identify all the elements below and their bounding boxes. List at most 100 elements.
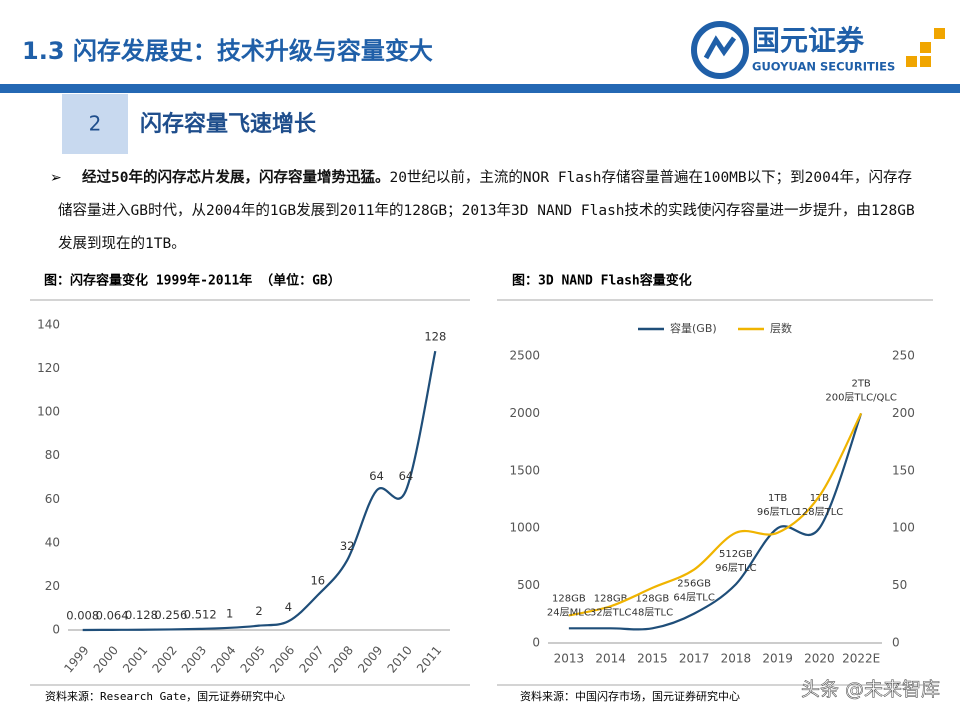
chart-source: 资料来源：Research Gate，国元证券研究中心: [45, 689, 285, 703]
x-tick-label: 2013: [554, 652, 585, 666]
y-tick-label: 60: [45, 492, 60, 506]
data-line: [568, 413, 863, 631]
header-bar: [0, 84, 960, 93]
y2-tick-label: 0: [892, 636, 900, 650]
y-tick-label: 20: [45, 579, 60, 593]
data-label: 0.128: [125, 608, 158, 622]
x-tick-label: 2007: [296, 643, 326, 675]
logo-ring: [691, 21, 749, 79]
y-tick-label: 120: [37, 361, 60, 375]
x-tick-label: 2004: [208, 643, 238, 675]
y-tick-label: 80: [45, 448, 60, 462]
section-title: 闪存容量飞速增长: [140, 111, 317, 137]
data-label: 128GB: [552, 593, 586, 604]
data-line: [568, 412, 863, 617]
data-label: 128层TLC: [796, 506, 844, 518]
y-tick-label: 500: [517, 578, 540, 592]
y2-tick-label: 200: [892, 406, 915, 420]
section-number: 2: [89, 112, 102, 136]
y-tick-label: 1500: [509, 463, 540, 477]
data-label: 0.064: [96, 608, 129, 622]
data-label: 48层TLC: [632, 606, 673, 618]
x-tick-label: 2015: [637, 652, 668, 666]
data-label: 64: [399, 469, 414, 483]
chart-title: 图：3D NAND Flash容量变化: [512, 273, 692, 289]
y-tick-label: 40: [45, 535, 60, 549]
y2-tick-label: 50: [892, 578, 907, 592]
y-tick-label: 2500: [509, 349, 540, 363]
logo-square: [906, 56, 917, 67]
x-tick-label: 2009: [355, 643, 385, 675]
data-label: 128GB: [636, 593, 670, 604]
data-label: 32层TLC: [590, 606, 631, 618]
x-tick-label: 2000: [91, 643, 121, 675]
logo: 国元证券 GUOYUAN SECURITIES: [691, 21, 945, 79]
x-tick-label: 2001: [120, 643, 150, 675]
data-label: 96层TLC: [715, 562, 756, 574]
bullet-arrow: ➢: [50, 170, 62, 186]
x-tick-label: 2008: [326, 643, 356, 675]
y2-tick-label: 100: [892, 521, 915, 535]
logo-cn: 国元证券: [752, 24, 865, 57]
chart-source: 资料来源：中国闪存市场，国元证券研究中心: [520, 689, 740, 703]
logo-square: [934, 28, 945, 39]
header-title: 1.3 闪存发展史：技术升级与容量变大: [22, 37, 433, 65]
logo-square: [920, 42, 931, 53]
x-tick-label: 2022E: [842, 652, 880, 666]
x-tick-label: 2002: [149, 643, 179, 675]
data-label: 256GB: [677, 579, 711, 590]
y-tick-label: 140: [37, 318, 60, 332]
data-line: [82, 350, 437, 632]
y-tick-label: 2000: [509, 406, 540, 420]
data-label: 24层MLC: [547, 606, 591, 618]
data-label: 16: [310, 574, 325, 588]
bullet-bold: 经过50年的闪存芯片发展，闪存容量增势迅猛。: [82, 170, 390, 186]
data-label: 128GB: [594, 593, 628, 604]
data-label: 32: [340, 539, 355, 553]
x-tick-label: 2005: [238, 643, 268, 675]
y-tick-label: 0: [532, 636, 540, 650]
legend-label: 层数: [770, 322, 792, 335]
data-label: 0.008: [66, 608, 99, 622]
data-label: 0.512: [184, 607, 217, 621]
x-tick-label: 2018: [721, 652, 752, 666]
x-tick-label: 2020: [804, 652, 835, 666]
data-label: 4: [285, 600, 292, 614]
x-tick-label: 2014: [595, 652, 626, 666]
x-tick-label: 2006: [267, 643, 297, 675]
bullet-text: 经过50年的闪存芯片发展，闪存容量增势迅猛。20世纪以前，主流的NOR Flas…: [58, 162, 920, 261]
data-label: 0.256: [154, 608, 187, 622]
x-tick-label: 2011: [414, 643, 444, 675]
data-label: 64: [369, 469, 384, 483]
x-tick-label: 2017: [679, 652, 710, 666]
watermark: 头条 @未来智库: [801, 679, 940, 701]
y-tick-label: 0: [52, 623, 60, 637]
y-tick-label: 1000: [509, 521, 540, 535]
y-tick-label: 100: [37, 405, 60, 419]
x-tick-label: 2003: [179, 643, 209, 675]
data-label: 1: [226, 606, 233, 620]
data-label: 512GB: [719, 549, 753, 560]
bullet-body: 20世纪以前，主流的NOR Flash存储容量普遍在100MB以下；到2004年…: [58, 170, 915, 252]
data-label: 2: [255, 604, 262, 618]
logo-mark: [703, 35, 737, 60]
y2-tick-label: 250: [892, 349, 915, 363]
data-label: 1TB: [810, 493, 829, 504]
data-label: 1TB: [768, 493, 787, 504]
section-box: [62, 94, 128, 154]
logo-square: [920, 56, 931, 67]
data-label: 200层TLC/QLC: [825, 391, 897, 403]
data-label: 2TB: [851, 378, 870, 389]
x-tick-label: 2019: [762, 652, 793, 666]
x-tick-label: 2010: [385, 643, 415, 675]
data-label: 96层TLC: [757, 506, 798, 518]
data-label: 128: [424, 330, 446, 344]
logo-en: GUOYUAN SECURITIES: [752, 60, 895, 74]
y2-tick-label: 150: [892, 463, 915, 477]
chart-title: 图：闪存容量变化 1999年-2011年 （单位：GB）: [44, 273, 341, 289]
x-tick-label: 1999: [61, 643, 91, 675]
legend-label: 容量(GB): [670, 321, 717, 335]
data-label: 64层TLC: [673, 592, 714, 604]
